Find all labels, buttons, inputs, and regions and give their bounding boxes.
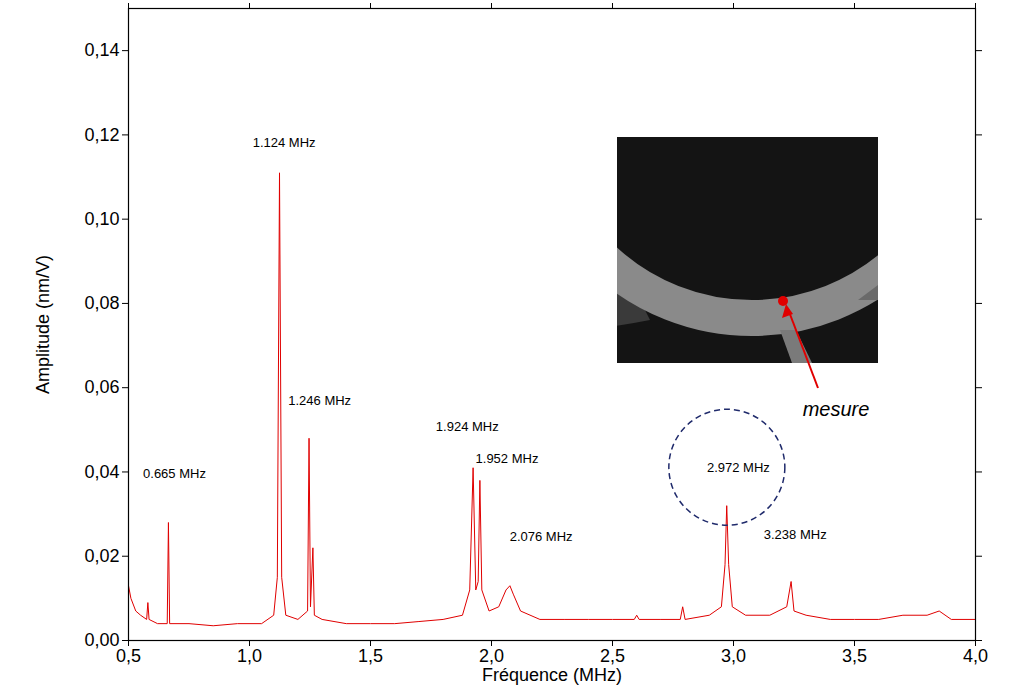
svg-text:0,10: 0,10: [84, 209, 119, 229]
svg-text:Fréquence (MHz): Fréquence (MHz): [482, 665, 622, 685]
svg-text:3.238 MHz: 3.238 MHz: [764, 527, 827, 542]
svg-text:4,0: 4,0: [963, 646, 988, 666]
svg-text:1.124 MHz: 1.124 MHz: [253, 135, 316, 150]
svg-text:2,0: 2,0: [479, 646, 504, 666]
svg-text:2.076 MHz: 2.076 MHz: [510, 529, 573, 544]
svg-text:0,06: 0,06: [84, 377, 119, 397]
svg-text:0,14: 0,14: [84, 40, 119, 60]
svg-text:0.665 MHz: 0.665 MHz: [143, 466, 206, 481]
svg-text:3,5: 3,5: [842, 646, 867, 666]
svg-text:mesure: mesure: [803, 398, 870, 420]
svg-text:0,12: 0,12: [84, 125, 119, 145]
svg-text:3,0: 3,0: [721, 646, 746, 666]
svg-text:1.246 MHz: 1.246 MHz: [288, 393, 351, 408]
svg-text:Amplitude (nm/V): Amplitude (nm/V): [33, 255, 53, 394]
svg-text:0,5: 0,5: [116, 646, 141, 666]
svg-text:0,00: 0,00: [84, 630, 119, 650]
svg-text:1,5: 1,5: [358, 646, 383, 666]
svg-text:2.972 MHz: 2.972 MHz: [707, 460, 770, 475]
svg-text:1.924 MHz: 1.924 MHz: [436, 419, 499, 434]
svg-text:0,08: 0,08: [84, 293, 119, 313]
svg-text:2,5: 2,5: [600, 646, 625, 666]
svg-text:1,0: 1,0: [237, 646, 262, 666]
svg-text:0,04: 0,04: [84, 462, 119, 482]
svg-text:0,02: 0,02: [84, 546, 119, 566]
svg-text:1.952 MHz: 1.952 MHz: [476, 451, 539, 466]
